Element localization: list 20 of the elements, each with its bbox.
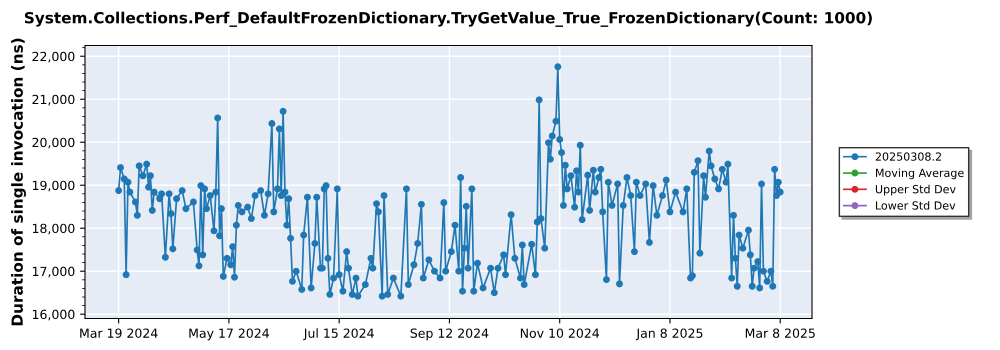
legend-label: Lower Std Dev	[876, 201, 956, 210]
x-tick-label: May 17 2024	[189, 328, 269, 340]
x-tick-label: Nov 10 2024	[520, 328, 600, 338]
y-tick-label: 19,000	[32, 180, 74, 192]
y-tick-label: 22,000	[32, 52, 74, 62]
y-axis-title: Duration of single invocation (ns)	[11, 38, 26, 326]
legend-label: Moving Average	[876, 168, 964, 180]
y-tick-label: 20,000	[32, 138, 74, 148]
y-tick-label: 18,000	[32, 224, 74, 234]
y-tick-label: 16,000	[32, 310, 74, 320]
x-tick-label: Jan 8 2025	[636, 328, 702, 340]
y-tick-label: 17,000	[32, 266, 74, 278]
x-tick-label: Mar 8 2025	[746, 328, 815, 338]
x-tick-label: Mar 19 2024	[80, 328, 158, 338]
legend-label: Upper Std Dev	[876, 184, 956, 196]
chart-title: System.Collections.Perf_DefaultFrozenDictionary.TryGetValue_True_FrozenDictionary(Count: 1000)	[24, 12, 872, 27]
legend-label: 20250308.2	[876, 152, 941, 161]
x-tick-label: Sep 12 2024	[410, 328, 488, 340]
y-tick-label: 21,000	[32, 94, 74, 106]
x-tick-label: Jul 15 2024	[303, 328, 374, 340]
